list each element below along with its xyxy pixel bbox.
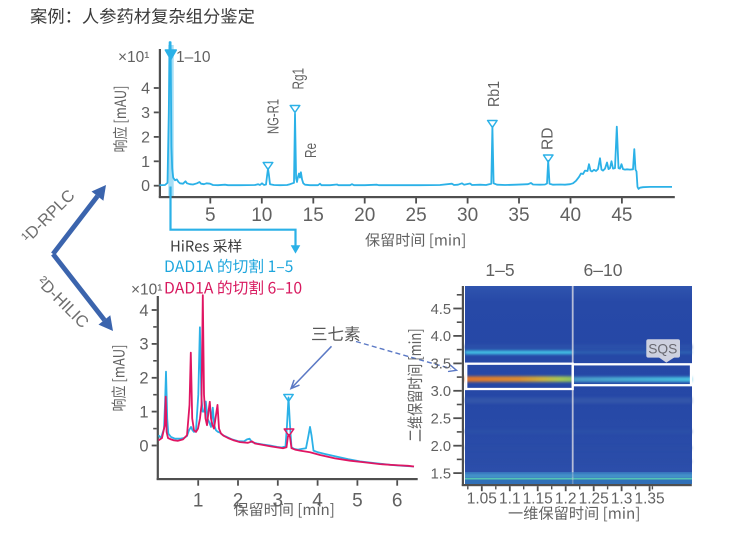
svg-text:0: 0 — [141, 178, 150, 195]
svg-text:SQS: SQS — [648, 341, 677, 356]
svg-text:RD: RD — [540, 128, 557, 151]
svg-text:20: 20 — [354, 205, 375, 226]
svg-text:4: 4 — [139, 302, 148, 320]
svg-text:1: 1 — [193, 491, 204, 512]
svg-text:2: 2 — [233, 491, 244, 512]
svg-text:6–10: 6–10 — [584, 260, 623, 280]
svg-text:2.0: 2.0 — [431, 439, 451, 455]
svg-text:2.5: 2.5 — [431, 412, 451, 428]
svg-text:2: 2 — [141, 129, 150, 146]
svg-text:4: 4 — [141, 81, 150, 98]
svg-text:3: 3 — [273, 491, 284, 512]
svg-text:35: 35 — [508, 205, 529, 226]
svg-text:1.1: 1.1 — [499, 491, 521, 508]
svg-text:2: 2 — [139, 370, 148, 388]
svg-text:3: 3 — [141, 105, 150, 122]
svg-text:5: 5 — [205, 205, 216, 226]
svg-text:1–10: 1–10 — [176, 49, 211, 66]
svg-text:1.5: 1.5 — [431, 466, 451, 482]
svg-text:3: 3 — [139, 336, 148, 354]
svg-text:15: 15 — [303, 205, 324, 226]
svg-text:45: 45 — [611, 205, 632, 226]
svg-text:×10¹: ×10¹ — [131, 282, 162, 299]
svg-text:6: 6 — [392, 491, 403, 512]
svg-text:3.5: 3.5 — [431, 357, 451, 373]
svg-text:1: 1 — [139, 403, 148, 421]
svg-text:×10¹: ×10¹ — [118, 49, 149, 66]
svg-text:0: 0 — [139, 437, 148, 455]
svg-text:3.0: 3.0 — [431, 384, 451, 400]
svg-text:1: 1 — [141, 154, 150, 171]
svg-text:1.05: 1.05 — [467, 491, 497, 508]
svg-text:1.15: 1.15 — [523, 491, 553, 508]
svg-text:Rg1: Rg1 — [291, 68, 308, 90]
svg-text:10: 10 — [251, 205, 272, 226]
svg-text:1.3: 1.3 — [611, 491, 633, 508]
svg-text:NG-R1: NG-R1 — [266, 99, 283, 134]
svg-text:1–5: 1–5 — [485, 260, 514, 280]
svg-text:1.35: 1.35 — [635, 491, 665, 508]
svg-text:40: 40 — [560, 205, 581, 226]
svg-text:1.2: 1.2 — [555, 491, 577, 508]
svg-text:5: 5 — [352, 491, 363, 512]
svg-text:Rb1: Rb1 — [486, 81, 503, 107]
svg-text:4.0: 4.0 — [431, 329, 451, 345]
svg-text:4.5: 4.5 — [431, 302, 451, 318]
svg-text:1.25: 1.25 — [579, 491, 609, 508]
svg-text:4: 4 — [312, 491, 323, 512]
svg-text:Re: Re — [303, 143, 320, 158]
svg-text:30: 30 — [457, 205, 478, 226]
svg-text:25: 25 — [406, 205, 427, 226]
